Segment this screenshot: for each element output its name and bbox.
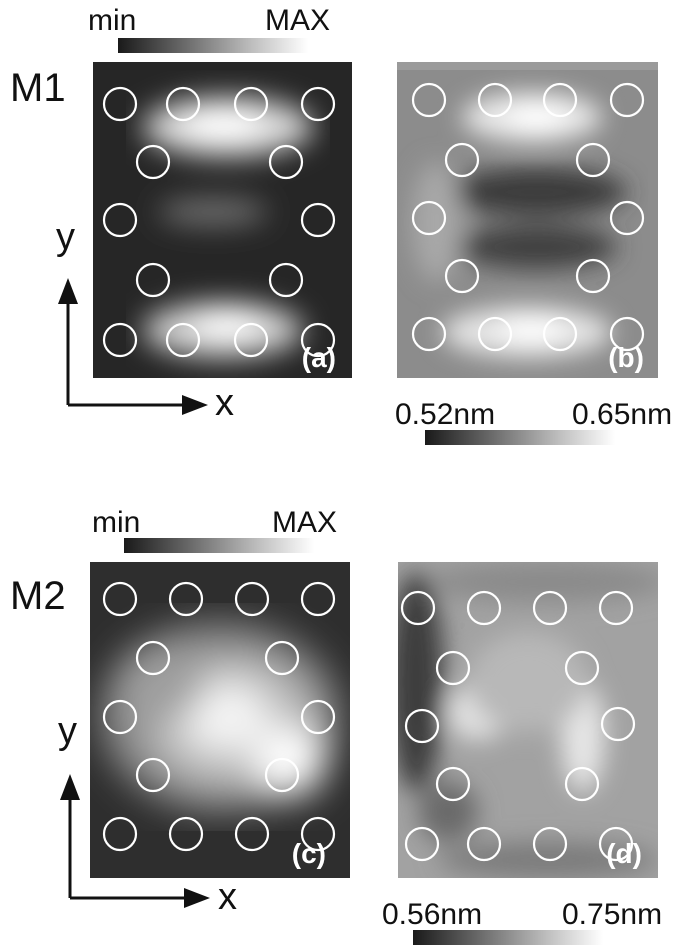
colorbar-min-value: 0.52nm [395,398,496,431]
colorbar-min-label: min [92,506,141,539]
colorbar-gradient [124,538,314,553]
map-panel-a: (a) [93,62,352,378]
colorbar-min-value: 0.56nm [382,898,483,931]
x-axis-label: x [215,382,234,424]
y-arrow-head-icon [58,278,78,304]
panel-label-c: (c) [291,838,326,869]
panel-label-a: (a) [301,342,336,373]
map-image-b [397,62,658,378]
y-axis-label: y [58,710,77,752]
colorbar-gradient [425,430,615,445]
x-axis-label: x [218,876,237,918]
map-image-d [398,562,658,878]
xy-axes-arrows [60,774,210,908]
y-axis-label: y [56,216,75,258]
x-arrow-head-icon [184,888,210,908]
colorbar-max-value: 0.65nm [572,398,673,431]
panel-label-b: (b) [608,342,644,373]
map-image-c [90,562,350,878]
colorbar-max-label: MAX [272,506,338,539]
x-arrow-head-icon [182,395,208,415]
map-panel-d: (d) [398,562,658,878]
colorbar-gradient [413,930,603,945]
colorbar-min-label: min [88,4,137,37]
row-label-m1: M1 [10,66,66,110]
y-arrow-head-icon [60,774,80,800]
xy-axes-arrows [58,278,208,415]
map-image-a [93,62,352,378]
colorbar-max-value: 0.75nm [562,898,663,931]
colorbar-max-label: MAX [265,4,331,37]
map-panel-b: (b) [397,62,658,378]
panel-label-d: (d) [606,838,642,869]
row-label-m2: M2 [10,574,66,618]
colorbar-gradient [118,38,308,53]
map-panel-c: (c) [90,562,350,878]
